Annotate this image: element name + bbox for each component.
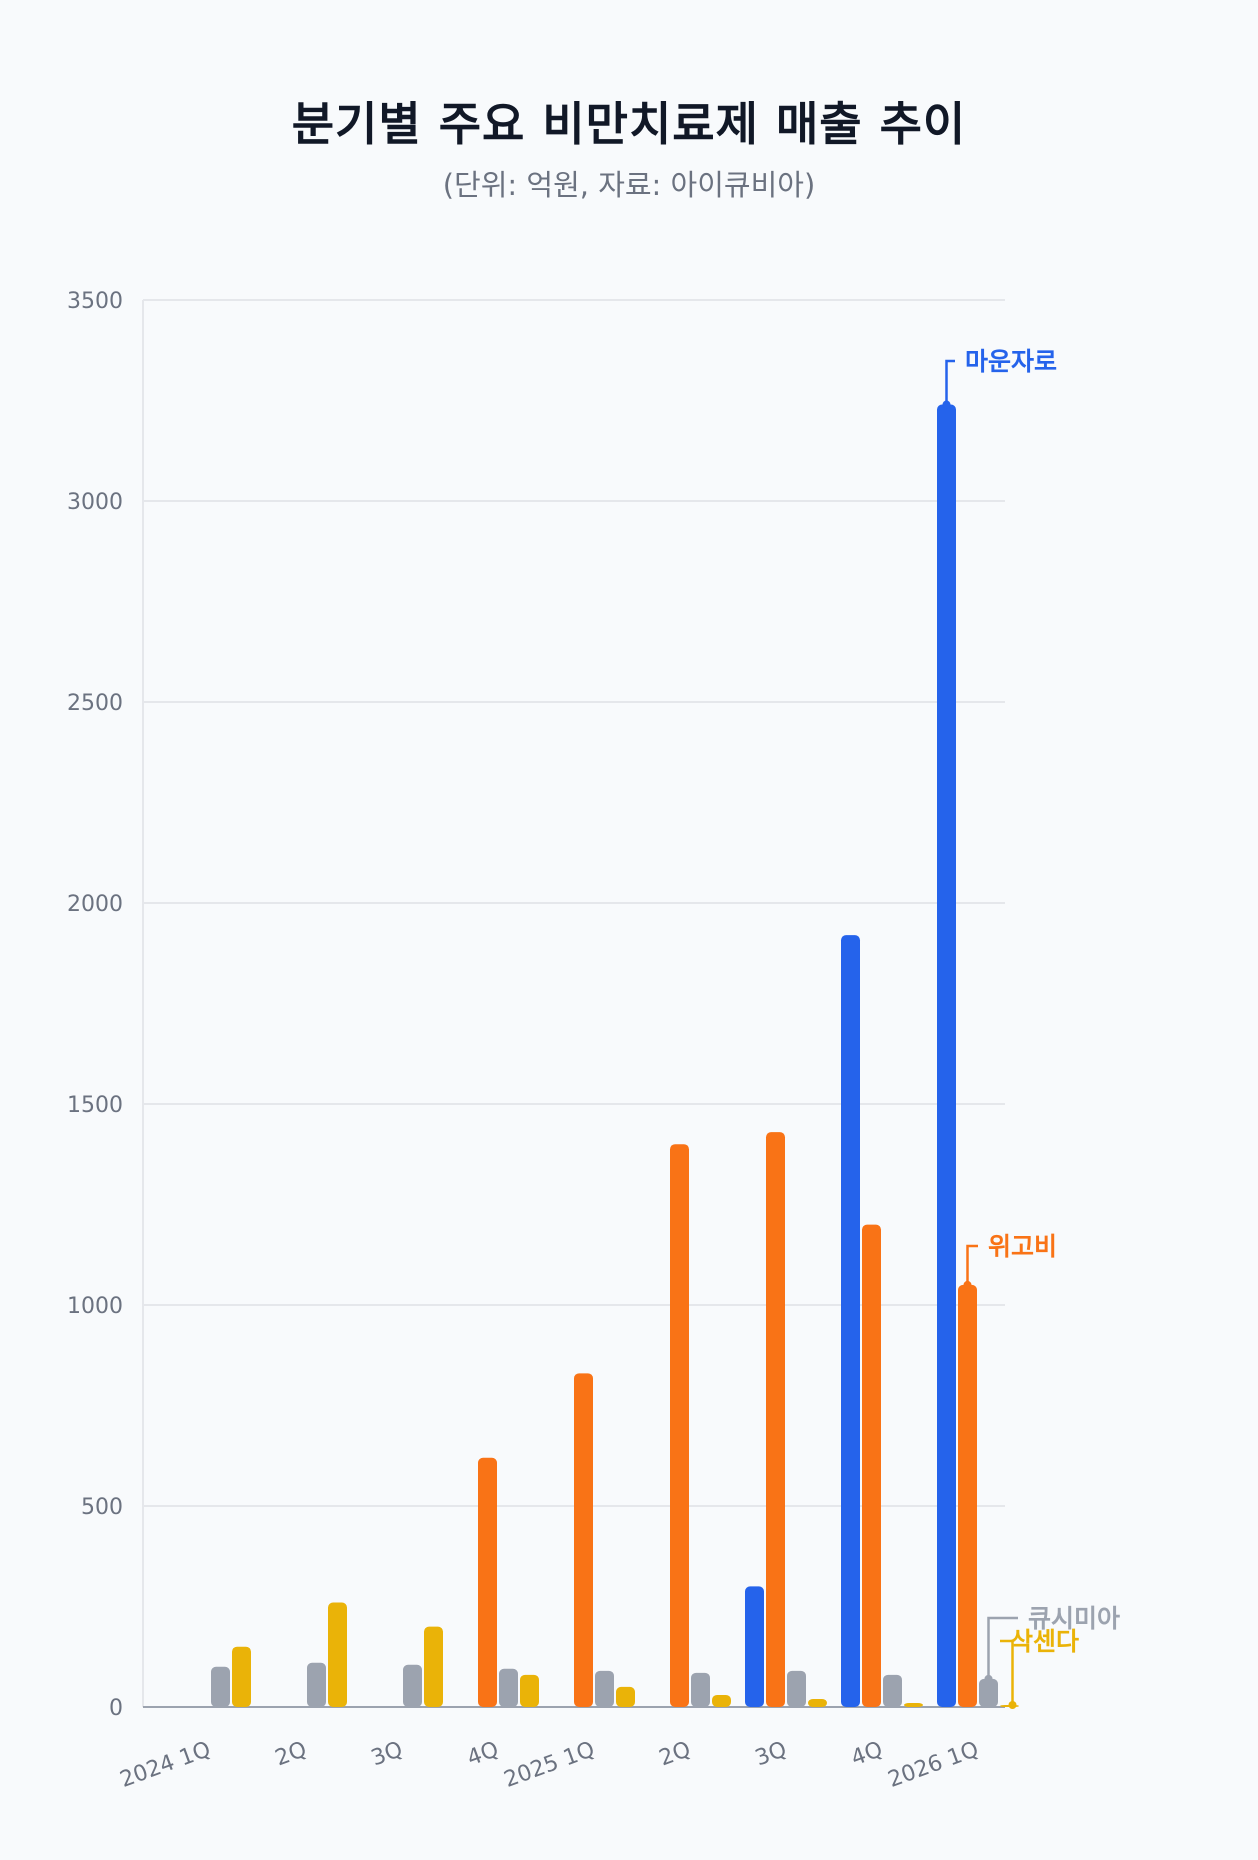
bar-2-5 [574, 1373, 593, 1707]
bar-3-4 [499, 1668, 518, 1707]
bar-2-4 [478, 1457, 497, 1707]
bar-3-1 [211, 1666, 230, 1707]
bar-4-5 [616, 1686, 635, 1707]
series-label: 삭센다 [1010, 1627, 1079, 1656]
bar-4-3 [424, 1626, 443, 1707]
bar-1-9 [937, 404, 956, 1707]
x-tick-label: 4Q [464, 1737, 502, 1771]
x-tick-label: 2025 1Q [501, 1737, 598, 1793]
bar-2-6 [670, 1144, 689, 1707]
series-leader-line [966, 1244, 978, 1285]
x-tick-label: 2Q [272, 1737, 310, 1771]
y-tick-label: 3000 [67, 490, 123, 515]
y-tick-label: 0 [109, 1696, 123, 1721]
y-tick-label: 1500 [67, 1093, 123, 1118]
x-tick-label: 2024 1Q [117, 1737, 214, 1793]
y-tick-label: 2000 [67, 892, 123, 917]
bar-2-8 [862, 1224, 881, 1707]
series-label: 큐시미아 [1028, 1604, 1120, 1633]
bar-2-7 [766, 1132, 785, 1707]
y-tick-label: 1000 [67, 1294, 123, 1319]
x-tick-label: 4Q [848, 1737, 886, 1771]
bar-1-8 [841, 935, 860, 1707]
bar-4-2 [328, 1602, 347, 1707]
bar-3-9 [979, 1678, 998, 1707]
gridlines [143, 299, 1005, 1708]
bar-3-7 [787, 1670, 806, 1707]
bar-4-6 [712, 1694, 731, 1707]
x-tick-label: 3Q [368, 1737, 406, 1771]
bar-4-8 [904, 1702, 923, 1707]
series-leader-line [987, 1616, 1018, 1679]
bar-4-7 [808, 1698, 827, 1707]
y-tick-label: 500 [81, 1495, 123, 1520]
series-leader-line [945, 359, 955, 405]
series-leader-line [1000, 1639, 1014, 1705]
bar-2-9 [958, 1284, 977, 1707]
bar-1-7 [745, 1586, 764, 1707]
x-tick-label: 2Q [656, 1737, 694, 1771]
bar-3-5 [595, 1670, 614, 1707]
bar-3-6 [691, 1672, 710, 1707]
bar-4-1 [232, 1646, 251, 1707]
bar-3-8 [883, 1674, 902, 1707]
bar-4-4 [520, 1674, 539, 1707]
series-label: 마운자로 [965, 347, 1057, 376]
x-tick-label: 3Q [752, 1737, 790, 1771]
x-tick-label: 2026 1Q [885, 1737, 982, 1793]
y-tick-label: 2500 [67, 691, 123, 716]
series-label: 위고비 [988, 1232, 1057, 1261]
bar-3-2 [307, 1662, 326, 1707]
y-tick-label: 3500 [67, 289, 123, 314]
bar-3-3 [403, 1664, 422, 1707]
chart-subtitle: (단위: 억원, 자료: 아이큐비아) [442, 168, 816, 202]
bars [211, 404, 1019, 1707]
chart-title: 분기별 주요 비만치료제 매출 추이 [291, 97, 967, 151]
